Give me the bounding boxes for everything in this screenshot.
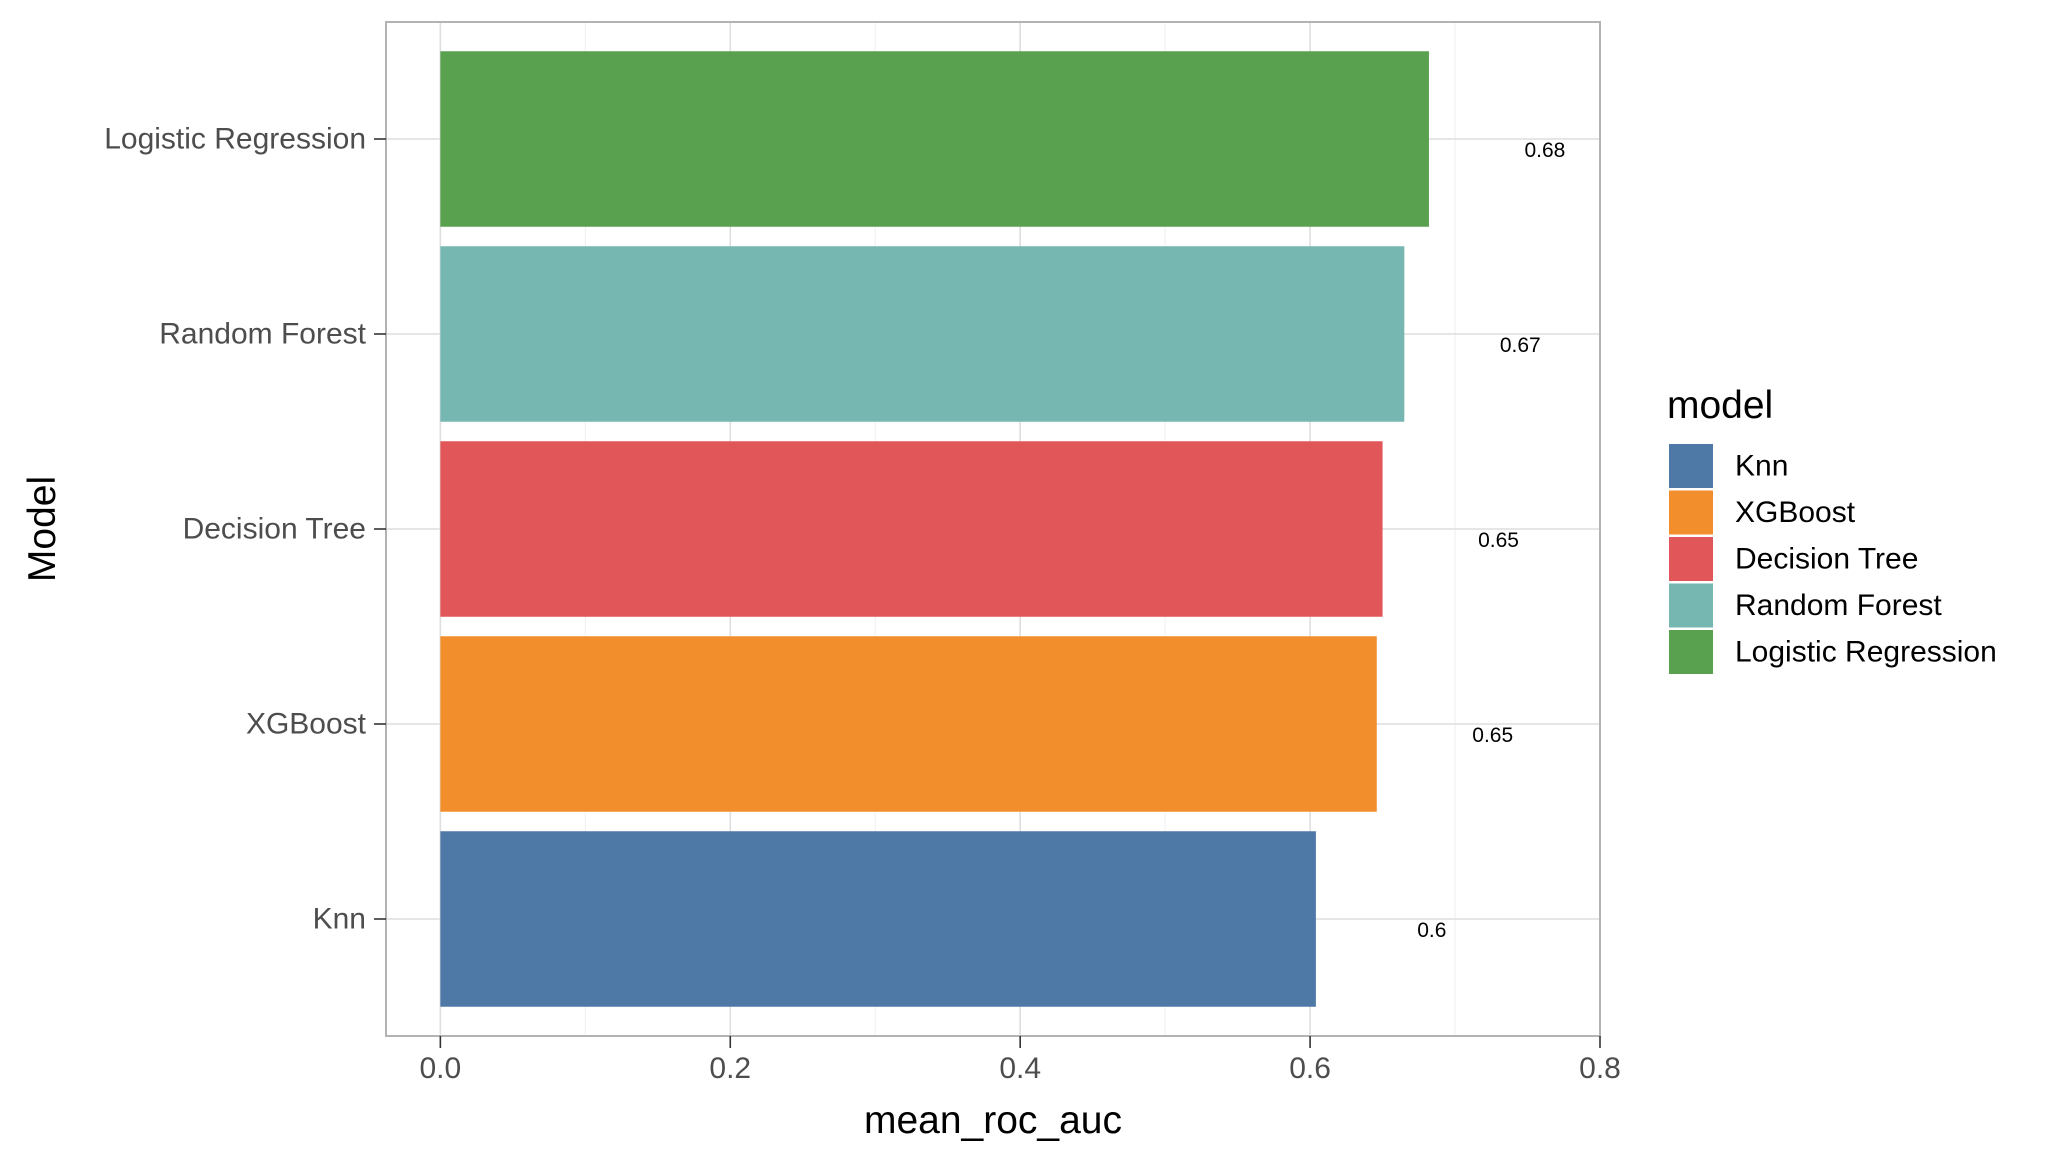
y-tick-label: Knn: [313, 903, 366, 936]
bar-decision-tree: [440, 441, 1383, 617]
bars: [440, 51, 1429, 1007]
bar-random-forest: [440, 246, 1405, 422]
bar-logistic-regression: [440, 51, 1429, 227]
bar-xgboost: [440, 636, 1377, 812]
x-tick-label: 0.8: [1579, 1052, 1621, 1085]
data-label: 0.65: [1478, 529, 1519, 552]
legend-label: XGBoost: [1735, 496, 1856, 529]
legend-key-logistic-regression: [1669, 630, 1713, 674]
x-tick-label: 0.0: [419, 1052, 461, 1085]
bar-knn: [440, 831, 1316, 1007]
axis-ticks: Knn XGBoost Decision Tree Random Forest Logi…: [104, 123, 1621, 1086]
x-tick-label: 0.4: [999, 1052, 1041, 1085]
legend-label: Decision Tree: [1735, 543, 1918, 576]
legend-key-random-forest: [1669, 583, 1713, 628]
x-tick-label: 0.2: [709, 1052, 751, 1085]
x-axis-title: mean_roc_auc: [864, 1099, 1122, 1142]
y-axis-title: Model: [21, 476, 64, 582]
y-tick-label: Logistic Regression: [104, 123, 366, 156]
x-tick-label: 0.6: [1289, 1052, 1331, 1085]
legend-label: Random Forest: [1735, 589, 1942, 622]
legend-title: model: [1667, 384, 1773, 427]
legend-label: Knn: [1735, 450, 1788, 483]
legend-key-knn: [1669, 444, 1713, 488]
data-label: 0.67: [1500, 334, 1541, 357]
legend-key-xgboost: [1669, 490, 1713, 535]
legend-label: Logistic Regression: [1735, 636, 1997, 669]
y-tick-label: Decision Tree: [183, 513, 366, 546]
legend: model Knn XGBoost Decision Tree Random Fore…: [1667, 384, 1997, 674]
data-labels: 0.6 0.65 0.65 0.67 0.68: [1417, 139, 1565, 942]
data-label: 0.6: [1417, 919, 1446, 942]
y-tick-label: Random Forest: [159, 318, 366, 351]
legend-key-decision-tree: [1669, 537, 1713, 581]
data-label: 0.68: [1524, 139, 1565, 162]
data-label: 0.65: [1472, 724, 1513, 747]
y-tick-label: XGBoost: [246, 708, 367, 741]
